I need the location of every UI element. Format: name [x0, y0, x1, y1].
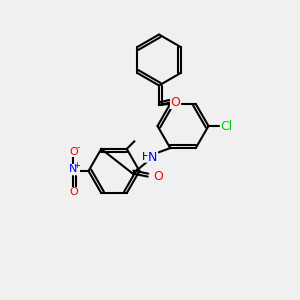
Text: +: +	[73, 160, 80, 169]
Text: N: N	[148, 151, 158, 164]
Text: Cl: Cl	[220, 119, 232, 133]
Text: -: -	[76, 142, 80, 152]
Text: O: O	[69, 146, 78, 157]
Text: O: O	[69, 187, 78, 197]
Text: H: H	[142, 152, 150, 162]
Text: O: O	[171, 95, 180, 109]
Text: N: N	[69, 164, 78, 175]
Text: O: O	[153, 170, 163, 183]
